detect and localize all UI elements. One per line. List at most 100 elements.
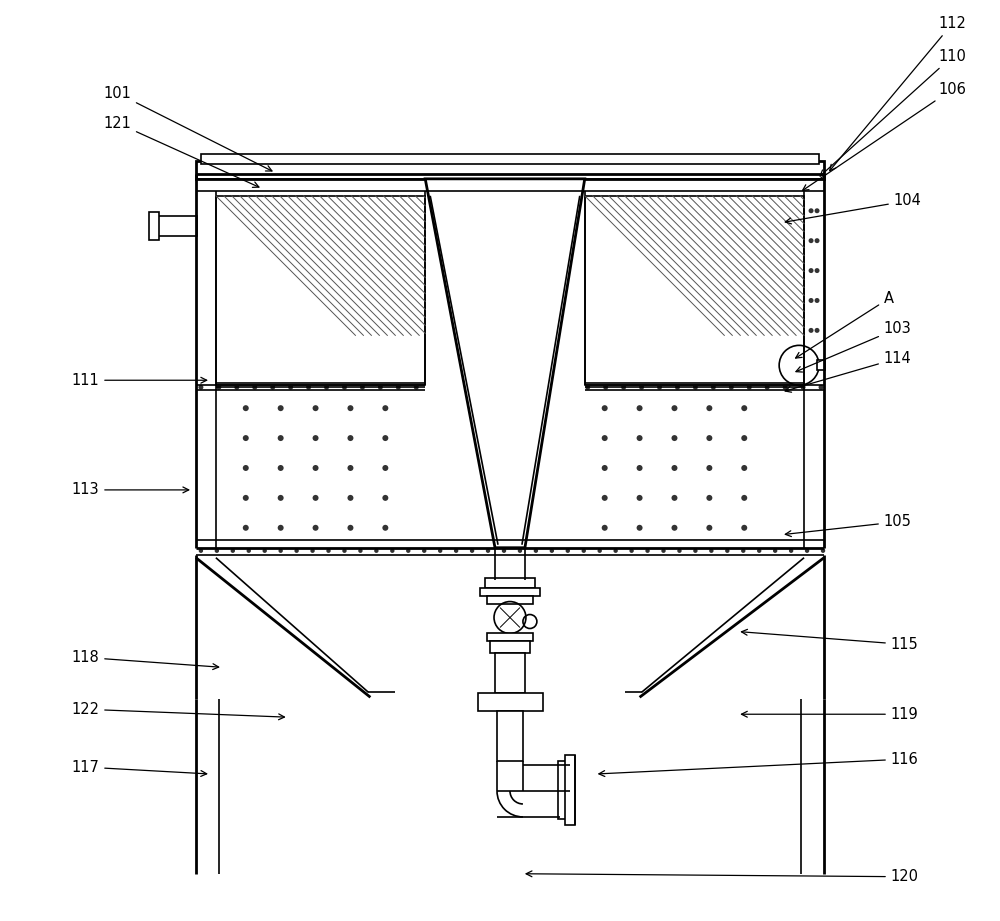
Circle shape — [347, 495, 353, 501]
Circle shape — [603, 385, 608, 390]
Circle shape — [741, 435, 747, 441]
Circle shape — [706, 495, 712, 501]
Bar — [487, 596, 533, 603]
Circle shape — [243, 435, 249, 441]
Circle shape — [313, 525, 319, 530]
Circle shape — [741, 465, 747, 471]
Circle shape — [263, 549, 267, 553]
Circle shape — [324, 385, 329, 390]
Bar — [817, 360, 825, 370]
Circle shape — [396, 385, 401, 390]
Circle shape — [706, 465, 712, 471]
Circle shape — [741, 495, 747, 501]
Text: 104: 104 — [785, 193, 922, 224]
Circle shape — [326, 549, 331, 553]
Text: 105: 105 — [785, 514, 912, 537]
Circle shape — [629, 549, 634, 553]
Circle shape — [801, 385, 806, 390]
Circle shape — [815, 328, 820, 332]
Circle shape — [671, 495, 677, 501]
Circle shape — [470, 549, 474, 553]
Circle shape — [815, 208, 820, 214]
Bar — [153, 216, 197, 236]
Bar — [478, 694, 543, 711]
Circle shape — [278, 525, 284, 530]
Circle shape — [671, 405, 677, 411]
Bar — [196, 161, 824, 179]
Circle shape — [582, 549, 586, 553]
Circle shape — [657, 385, 662, 390]
Circle shape — [637, 435, 643, 441]
Circle shape — [306, 385, 311, 390]
Text: 103: 103 — [796, 321, 912, 372]
Polygon shape — [425, 179, 585, 548]
Circle shape — [741, 525, 747, 530]
Circle shape — [310, 549, 315, 553]
Circle shape — [347, 465, 353, 471]
Circle shape — [278, 405, 284, 411]
Circle shape — [360, 385, 365, 390]
Text: 106: 106 — [803, 82, 967, 191]
Circle shape — [243, 495, 249, 501]
Text: 122: 122 — [71, 702, 284, 719]
Circle shape — [382, 405, 388, 411]
Bar — [201, 154, 819, 164]
Circle shape — [819, 385, 824, 390]
Circle shape — [342, 385, 347, 390]
Circle shape — [374, 549, 379, 553]
Circle shape — [454, 549, 458, 553]
Bar — [485, 577, 535, 588]
Circle shape — [706, 405, 712, 411]
Circle shape — [621, 385, 626, 390]
Circle shape — [347, 525, 353, 530]
Circle shape — [639, 385, 644, 390]
Text: 117: 117 — [71, 760, 207, 776]
Circle shape — [502, 549, 506, 553]
Circle shape — [278, 549, 283, 553]
Text: 119: 119 — [741, 706, 919, 722]
Circle shape — [725, 549, 730, 553]
Circle shape — [809, 208, 814, 214]
Bar — [480, 588, 540, 596]
Circle shape — [243, 405, 249, 411]
Bar — [490, 641, 530, 653]
Circle shape — [382, 525, 388, 530]
Circle shape — [709, 549, 714, 553]
Circle shape — [382, 495, 388, 501]
Circle shape — [706, 435, 712, 441]
Circle shape — [252, 385, 257, 390]
Circle shape — [613, 549, 618, 553]
Circle shape — [294, 549, 299, 553]
Circle shape — [645, 549, 650, 553]
Circle shape — [815, 239, 820, 243]
Circle shape — [288, 385, 293, 390]
Circle shape — [243, 525, 249, 530]
Circle shape — [747, 385, 752, 390]
Circle shape — [637, 525, 643, 530]
Circle shape — [637, 465, 643, 471]
Text: 115: 115 — [741, 629, 919, 652]
Circle shape — [231, 549, 235, 553]
Circle shape — [693, 549, 698, 553]
Bar — [495, 653, 525, 694]
Circle shape — [347, 435, 353, 441]
Circle shape — [706, 525, 712, 530]
Circle shape — [566, 549, 570, 553]
Circle shape — [602, 525, 608, 530]
Circle shape — [741, 549, 745, 553]
Circle shape — [598, 549, 602, 553]
Circle shape — [414, 385, 419, 390]
Circle shape — [534, 549, 538, 553]
Circle shape — [671, 465, 677, 471]
Circle shape — [729, 385, 734, 390]
Circle shape — [602, 435, 608, 441]
Circle shape — [809, 328, 814, 332]
Circle shape — [757, 549, 761, 553]
Circle shape — [247, 549, 251, 553]
Circle shape — [518, 549, 522, 553]
Circle shape — [278, 435, 284, 441]
Circle shape — [486, 549, 490, 553]
Circle shape — [815, 268, 820, 273]
Text: 121: 121 — [103, 115, 259, 187]
Circle shape — [809, 298, 814, 303]
